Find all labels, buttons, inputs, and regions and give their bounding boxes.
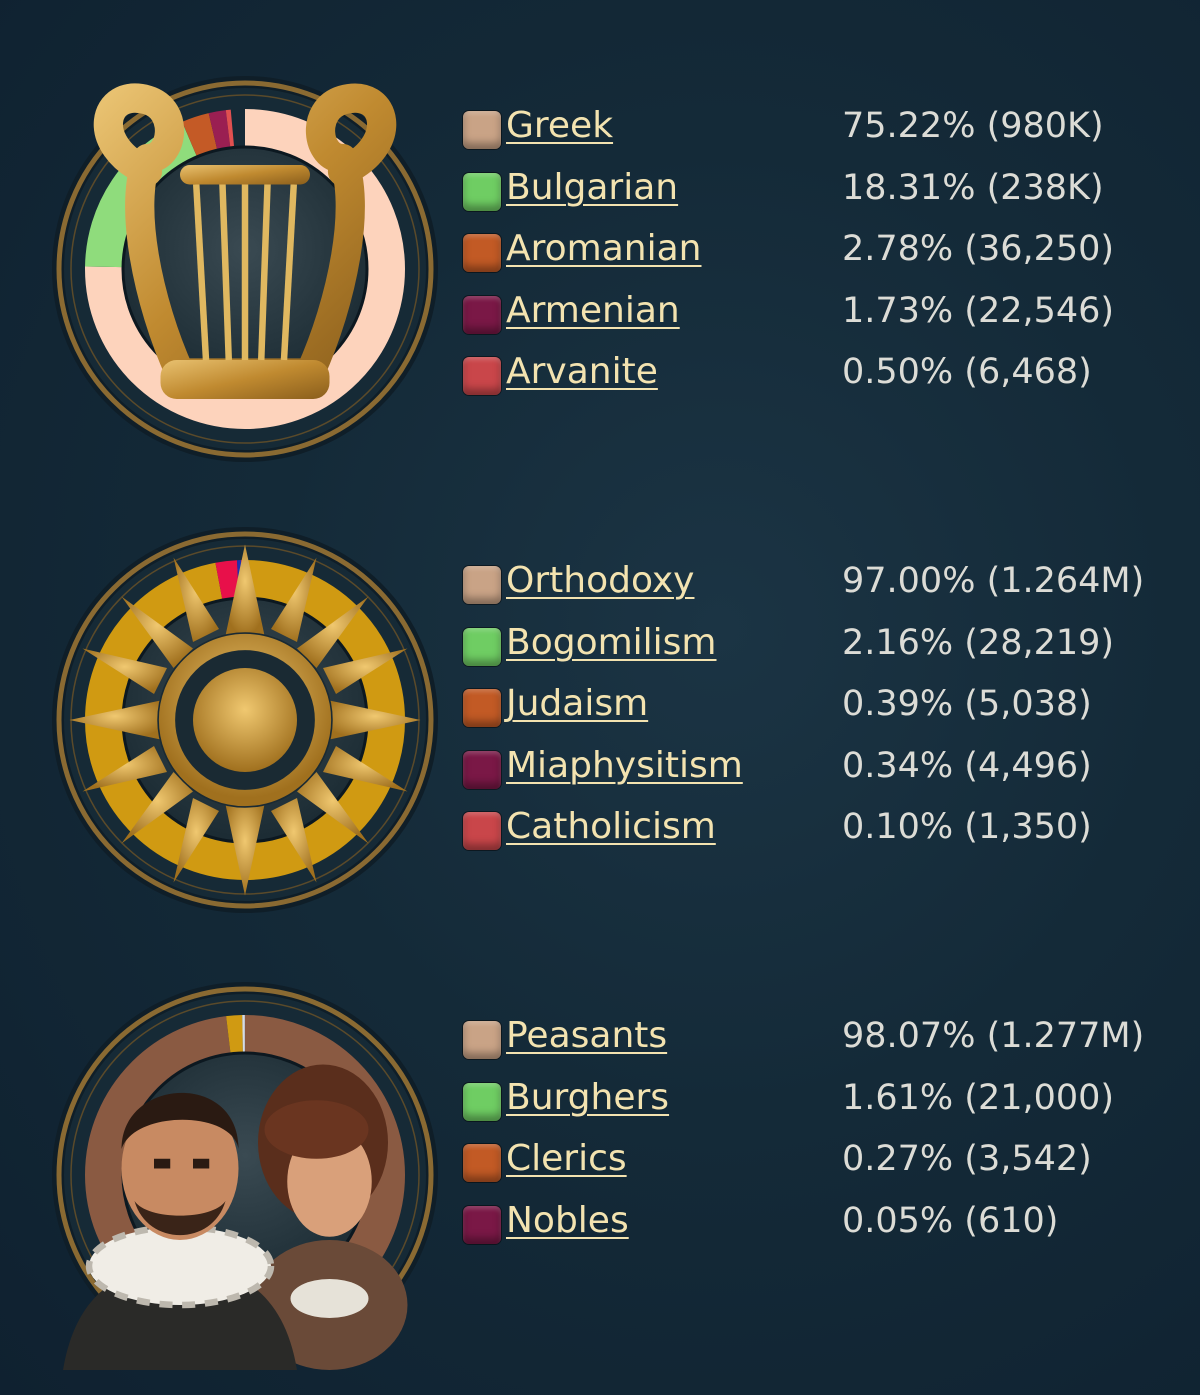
burghers-swatch bbox=[463, 1082, 501, 1121]
arvanite-link[interactable]: Arvanite bbox=[506, 351, 658, 393]
legend-row-arvanite: Arvanite 0.50% (6,468) bbox=[460, 347, 1180, 409]
legend-row-orthodoxy: Orthodoxy 97.00% (1.264M) bbox=[460, 556, 1180, 618]
peasants-link[interactable]: Peasants bbox=[506, 1015, 668, 1056]
armenian-value: 1.73% (22,546) bbox=[842, 290, 1115, 331]
nobles-link[interactable]: Nobles bbox=[506, 1199, 629, 1241]
nobles-swatch bbox=[463, 1205, 501, 1244]
lyre-icon bbox=[93, 83, 397, 399]
clerics-swatch bbox=[463, 1144, 501, 1183]
bulgarian-value: 18.31% (238K) bbox=[842, 167, 1104, 208]
bulgarian-link[interactable]: Bulgarian bbox=[506, 166, 679, 208]
aromanian-swatch bbox=[463, 234, 501, 273]
ring-segment-nobles bbox=[85, 1015, 405, 1335]
legend-row-peasants: Peasants 98.07% (1.277M) bbox=[460, 1011, 1180, 1073]
orthodoxy-value: 97.00% (1.264M) bbox=[842, 561, 1145, 601]
bulgarian-swatch bbox=[463, 172, 501, 211]
arvanite-swatch bbox=[463, 357, 501, 396]
legend-row-nobles: Nobles 0.05% (610) bbox=[460, 1196, 1180, 1258]
peasants-swatch bbox=[463, 1021, 501, 1059]
judaism-value: 0.39% (5,038) bbox=[842, 684, 1092, 725]
legend-row-bogomilism: Bogomilism 2.16% (28,219) bbox=[460, 618, 1180, 680]
religion-donut-chart bbox=[50, 525, 440, 915]
catholicism-value: 0.10% (1,350) bbox=[842, 807, 1092, 848]
catholicism-link[interactable]: Catholicism bbox=[506, 806, 716, 848]
culture-panel: Greek 75.22% (980K) Bulgarian 18.31% (23… bbox=[0, 60, 1200, 462]
nobles-value: 0.05% (610) bbox=[842, 1200, 1059, 1241]
legend-row-burghers: Burghers 1.61% (21,000) bbox=[460, 1073, 1180, 1135]
peasants-value: 98.07% (1.277M) bbox=[842, 1016, 1145, 1056]
legend-row-aromanian: Aromanian 2.78% (36,250) bbox=[460, 224, 1180, 286]
religion-legend: Orthodoxy 97.00% (1.264M) Bogomilism 2.1… bbox=[460, 556, 1180, 864]
aromanian-value: 2.78% (36,250) bbox=[842, 229, 1115, 270]
burghers-link[interactable]: Burghers bbox=[506, 1076, 670, 1118]
legend-row-armenian: Armenian 1.73% (22,546) bbox=[460, 286, 1180, 348]
bogomilism-link[interactable]: Bogomilism bbox=[506, 621, 717, 663]
sun-icon bbox=[69, 544, 421, 896]
miaphysitism-link[interactable]: Miaphysitism bbox=[506, 744, 743, 786]
legend-row-clerics: Clerics 0.27% (3,542) bbox=[460, 1134, 1180, 1196]
aromanian-link[interactable]: Aromanian bbox=[506, 228, 702, 270]
greek-swatch bbox=[463, 111, 501, 149]
judaism-swatch bbox=[463, 689, 501, 728]
bogomilism-swatch bbox=[463, 627, 501, 666]
estates-donut-chart bbox=[50, 980, 440, 1370]
people-portrait-icon bbox=[63, 1064, 408, 1370]
estates-legend: Peasants 98.07% (1.277M) Burghers 1.61% … bbox=[460, 1011, 1180, 1257]
culture-legend: Greek 75.22% (980K) Bulgarian 18.31% (23… bbox=[460, 101, 1180, 409]
burghers-value: 1.61% (21,000) bbox=[842, 1077, 1115, 1118]
orthodoxy-swatch bbox=[463, 566, 501, 604]
armenian-link[interactable]: Armenian bbox=[506, 289, 680, 331]
miaphysitism-value: 0.34% (4,496) bbox=[842, 745, 1092, 786]
culture-donut-chart bbox=[50, 74, 440, 464]
ring-segment-greek bbox=[85, 109, 405, 429]
legend-row-miaphysitism: Miaphysitism 0.34% (4,496) bbox=[460, 741, 1180, 803]
greek-value: 75.22% (980K) bbox=[842, 106, 1104, 146]
arvanite-value: 0.50% (6,468) bbox=[842, 352, 1092, 393]
legend-row-greek: Greek 75.22% (980K) bbox=[460, 101, 1180, 163]
legend-row-catholicism: Catholicism 0.10% (1,350) bbox=[460, 802, 1180, 864]
catholicism-swatch bbox=[463, 812, 501, 851]
armenian-swatch bbox=[463, 295, 501, 334]
bogomilism-value: 2.16% (28,219) bbox=[842, 622, 1115, 663]
miaphysitism-swatch bbox=[463, 750, 501, 789]
judaism-link[interactable]: Judaism bbox=[506, 683, 649, 725]
legend-row-judaism: Judaism 0.39% (5,038) bbox=[460, 679, 1180, 741]
orthodoxy-link[interactable]: Orthodoxy bbox=[506, 560, 695, 601]
clerics-value: 0.27% (3,542) bbox=[842, 1139, 1092, 1180]
clerics-link[interactable]: Clerics bbox=[506, 1138, 627, 1180]
religion-panel: Orthodoxy 97.00% (1.264M) Bogomilism 2.1… bbox=[0, 515, 1200, 915]
greek-link[interactable]: Greek bbox=[506, 105, 614, 146]
estates-panel: Peasants 98.07% (1.277M) Burghers 1.61% … bbox=[0, 970, 1200, 1370]
legend-row-bulgarian: Bulgarian 18.31% (238K) bbox=[460, 163, 1180, 225]
